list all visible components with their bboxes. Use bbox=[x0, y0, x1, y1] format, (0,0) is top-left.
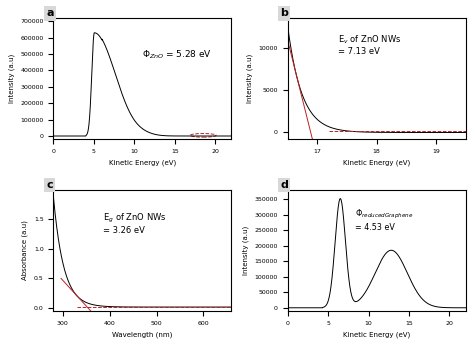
Text: d: d bbox=[280, 180, 288, 190]
Y-axis label: Absorbance (a.u): Absorbance (a.u) bbox=[22, 220, 28, 280]
Text: c: c bbox=[46, 180, 53, 190]
X-axis label: Kinetic Energy (eV): Kinetic Energy (eV) bbox=[343, 331, 410, 338]
Y-axis label: Intensity (a.u): Intensity (a.u) bbox=[246, 54, 253, 103]
X-axis label: Kinetic Energy (eV): Kinetic Energy (eV) bbox=[109, 160, 176, 166]
Text: b: b bbox=[280, 8, 288, 18]
X-axis label: Kinetic Energy (eV): Kinetic Energy (eV) bbox=[343, 160, 410, 166]
Text: E$_g$ of ZnO NWs
= 3.26 eV: E$_g$ of ZnO NWs = 3.26 eV bbox=[103, 212, 167, 235]
Y-axis label: Intensity (a.u): Intensity (a.u) bbox=[9, 54, 15, 103]
Text: a: a bbox=[46, 8, 54, 18]
X-axis label: Wavelength (nm): Wavelength (nm) bbox=[112, 331, 173, 338]
Text: $\Phi_{ZnO}$ = 5.28 eV: $\Phi_{ZnO}$ = 5.28 eV bbox=[143, 48, 212, 61]
Text: Φ$_{reduced Graphene}$
= 4.53 eV: Φ$_{reduced Graphene}$ = 4.53 eV bbox=[356, 208, 414, 232]
Text: E$_v$ of ZnO NWs
= 7.13 eV: E$_v$ of ZnO NWs = 7.13 eV bbox=[337, 33, 401, 56]
Y-axis label: Intensity (a.u): Intensity (a.u) bbox=[243, 226, 249, 275]
